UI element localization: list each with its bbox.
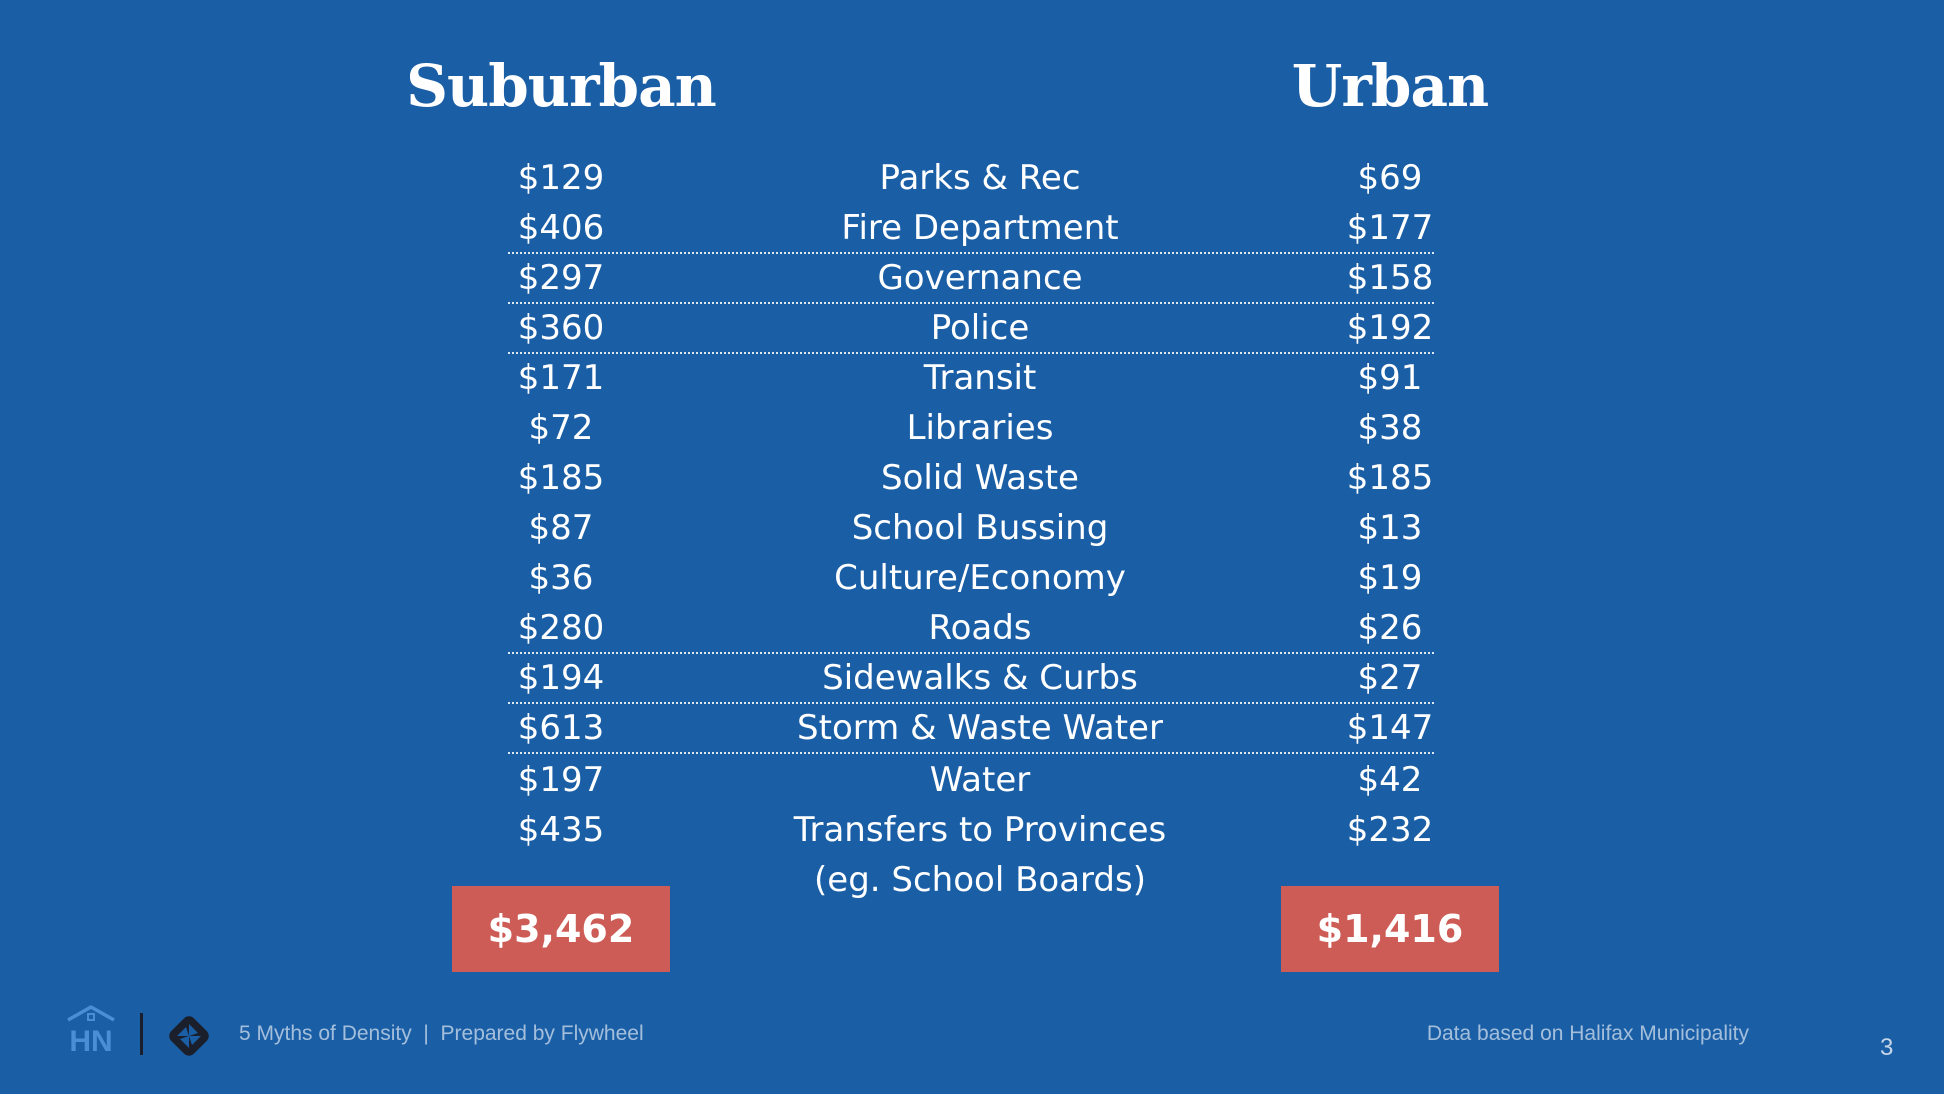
urban-value: $13 [1357, 508, 1423, 548]
urban-total-badge: $1,416 [1281, 886, 1499, 972]
category-label: Police [930, 308, 1030, 348]
suburban-value: $406 [517, 208, 605, 248]
table-row: $435 Transfers to Provinces $232 [0, 805, 1944, 855]
category-label: Solid Waste [881, 458, 1079, 498]
suburban-value: $72 [528, 408, 594, 448]
urban-value: $26 [1357, 608, 1423, 648]
suburban-heading: Suburban [406, 52, 717, 120]
suburban-value: $171 [517, 358, 605, 398]
category-label: Transfers to Provinces [793, 810, 1167, 850]
category-label: Parks & Rec [879, 158, 1081, 198]
hn-logo-text: HN [69, 1025, 112, 1054]
urban-value: $147 [1346, 708, 1434, 748]
suburban-value: $435 [517, 810, 605, 850]
table-row: $406 Fire Department $177 [0, 203, 1944, 254]
urban-value: $38 [1357, 408, 1423, 448]
urban-value: $185 [1346, 458, 1434, 498]
page-number: 3 [1880, 1034, 1894, 1061]
category-label: Fire Department [841, 208, 1119, 248]
flywheel-icon [169, 1016, 209, 1056]
table-row: $360 Police $192 [0, 303, 1944, 354]
footer-source-note: Data based on Halifax Municipality [1426, 1022, 1749, 1045]
table-row: $185 Solid Waste $185 [0, 453, 1944, 503]
table-row: $297 Governance $158 [0, 253, 1944, 304]
table-row: $171 Transit $91 [0, 353, 1944, 403]
urban-value: $177 [1346, 208, 1434, 248]
category-label: Roads [928, 608, 1032, 648]
suburban-value: $613 [517, 708, 605, 748]
table-row: $194 Sidewalks & Curbs $27 [0, 653, 1944, 704]
urban-value: $158 [1346, 258, 1434, 298]
suburban-value: $360 [517, 308, 605, 348]
category-note: (eg. School Boards) [814, 860, 1146, 900]
suburban-value: $280 [517, 608, 605, 648]
urban-value: $91 [1357, 358, 1423, 398]
suburban-value: $129 [517, 158, 605, 198]
suburban-total-badge: $3,462 [452, 886, 670, 972]
table-row: $87 School Bussing $13 [0, 503, 1944, 553]
table-row: $36 Culture/Economy $19 [0, 553, 1944, 603]
urban-heading: Urban [1291, 52, 1489, 120]
table-row: $72 Libraries $38 [0, 403, 1944, 453]
suburban-value: $185 [517, 458, 605, 498]
urban-value: $27 [1357, 658, 1423, 698]
urban-value: $42 [1357, 760, 1423, 800]
urban-value: $192 [1346, 308, 1434, 348]
table-row: $197 Water $42 [0, 755, 1944, 805]
category-label: Storm & Waste Water [797, 708, 1163, 748]
category-label: Sidewalks & Curbs [822, 658, 1138, 698]
table-row: $129 Parks & Rec $69 [0, 153, 1944, 203]
footer-presentation-label: 5 Myths of Density | Prepared by Flywhee… [239, 1022, 644, 1045]
urban-value: $232 [1346, 810, 1434, 850]
table-row: $280 Roads $26 [0, 603, 1944, 654]
urban-value: $69 [1357, 158, 1423, 198]
hn-logo-icon: HN [67, 1005, 115, 1054]
suburban-value: $36 [528, 558, 594, 598]
urban-value: $19 [1357, 558, 1423, 598]
suburban-value: $297 [517, 258, 605, 298]
suburban-value: $87 [528, 508, 594, 548]
suburban-value: $197 [517, 760, 605, 800]
suburban-value: $194 [517, 658, 605, 698]
category-label: Governance [877, 258, 1083, 298]
category-label: Libraries [906, 408, 1054, 448]
category-label: School Bussing [851, 508, 1109, 548]
category-label: Water [929, 760, 1031, 800]
category-label: Culture/Economy [834, 558, 1126, 598]
logo-divider [140, 1013, 143, 1055]
category-label: Transit [923, 358, 1037, 398]
table-row: $613 Storm & Waste Water $147 [0, 703, 1944, 754]
